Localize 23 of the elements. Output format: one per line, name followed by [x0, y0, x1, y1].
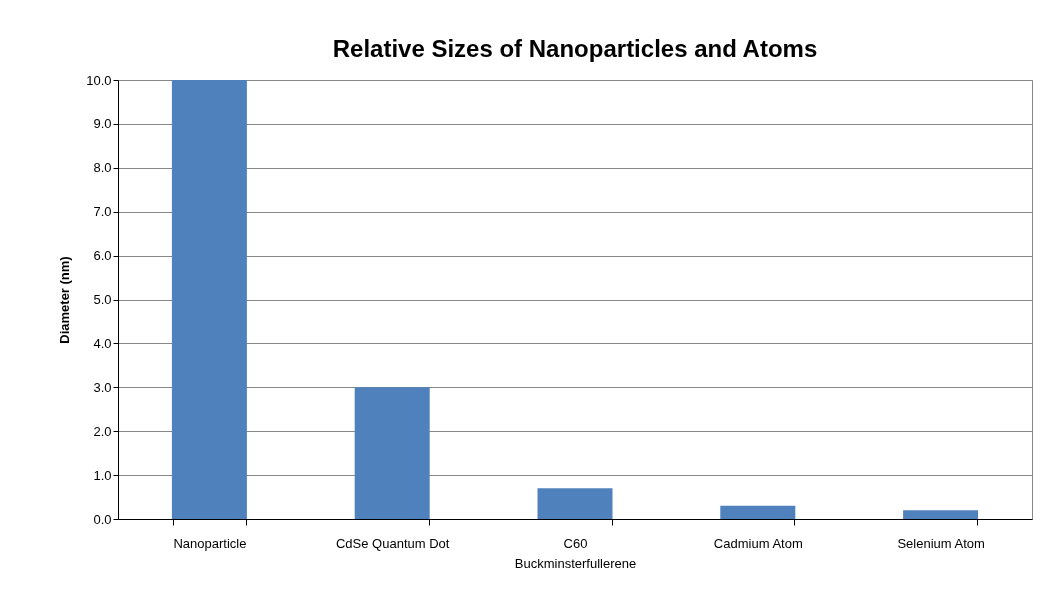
x-tick-label: C60 Buckminsterfullerene	[514, 535, 637, 571]
y-tick-label: 2.0	[93, 423, 112, 439]
x-tick-label: Nanoparticle	[173, 535, 247, 551]
y-tick-label: 10.0	[86, 72, 112, 88]
y-tick-label: 9.0	[93, 116, 112, 132]
y-tick-label: 1.0	[93, 467, 112, 483]
bar	[903, 510, 979, 519]
x-tick-label: Cadmium Atom	[713, 535, 803, 551]
y-tick-label: 7.0	[93, 204, 112, 220]
y-tick-label: 8.0	[93, 160, 112, 176]
y-tick-label: 3.0	[93, 379, 112, 395]
bar	[537, 488, 613, 519]
bar	[720, 505, 796, 519]
y-tick-label: 5.0	[93, 292, 112, 307]
y-tick-label: 4.0	[93, 335, 112, 351]
bar	[171, 80, 247, 519]
chart-title: Relative Sizes of Nanoparticles and Atoms	[332, 35, 818, 62]
x-tick-label: Selenium Atom	[897, 535, 985, 551]
y-axis-title: Diameter (nm)	[57, 256, 73, 344]
y-tick-label: 0.0	[93, 511, 112, 527]
bar	[354, 387, 430, 519]
x-tick-label: CdSe Quantum Dot	[335, 535, 450, 551]
y-tick-label: 6.0	[93, 248, 112, 264]
